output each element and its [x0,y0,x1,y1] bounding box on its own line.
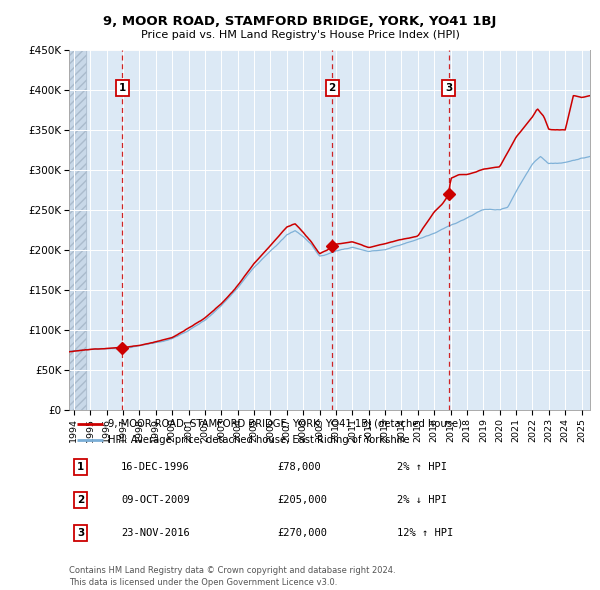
Text: 2: 2 [77,495,84,505]
Text: 3: 3 [77,528,84,538]
Text: £78,000: £78,000 [277,462,321,472]
Text: Contains HM Land Registry data © Crown copyright and database right 2024.
This d: Contains HM Land Registry data © Crown c… [69,566,395,587]
Text: 9, MOOR ROAD, STAMFORD BRIDGE, YORK, YO41 1BJ: 9, MOOR ROAD, STAMFORD BRIDGE, YORK, YO4… [103,15,497,28]
Text: 9, MOOR ROAD, STAMFORD BRIDGE, YORK, YO41 1BJ (detached house): 9, MOOR ROAD, STAMFORD BRIDGE, YORK, YO4… [108,419,462,429]
Text: Price paid vs. HM Land Registry's House Price Index (HPI): Price paid vs. HM Land Registry's House … [140,30,460,40]
Text: 16-DEC-1996: 16-DEC-1996 [121,462,190,472]
Bar [69,50,86,410]
Text: £270,000: £270,000 [277,528,328,538]
Text: 2% ↑ HPI: 2% ↑ HPI [397,462,447,472]
Text: 09-OCT-2009: 09-OCT-2009 [121,495,190,505]
Text: 12% ↑ HPI: 12% ↑ HPI [397,528,454,538]
Text: 1: 1 [77,462,84,472]
Text: £205,000: £205,000 [277,495,328,505]
Text: 3: 3 [445,83,452,93]
Text: HPI: Average price, detached house, East Riding of Yorkshire: HPI: Average price, detached house, East… [108,435,410,445]
Bar [69,50,86,410]
Text: 23-NOV-2016: 23-NOV-2016 [121,528,190,538]
Text: 2% ↓ HPI: 2% ↓ HPI [397,495,447,505]
Text: 1: 1 [119,83,126,93]
Text: 2: 2 [329,83,336,93]
